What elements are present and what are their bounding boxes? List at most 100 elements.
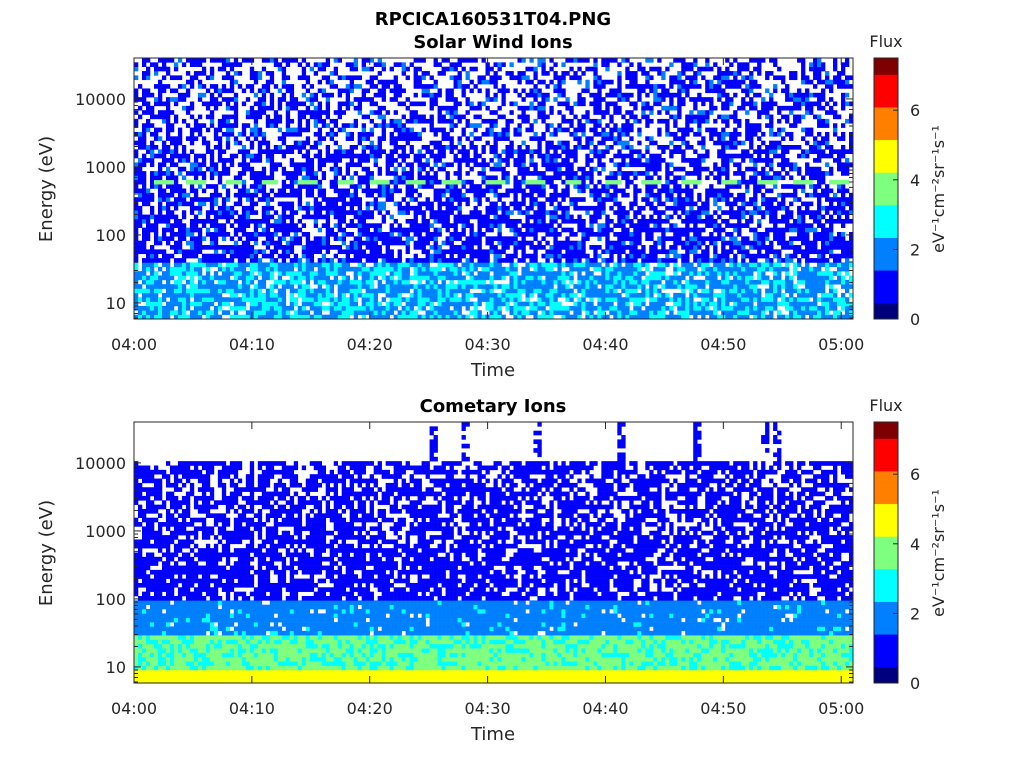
heatmap-cell [537,110,541,115]
heatmap-cell [198,84,202,89]
heatmap-cell [565,293,569,298]
heatmap-cell [394,141,398,146]
heatmap-cell [378,180,382,185]
heatmap-cell [370,175,374,180]
heatmap-cell [462,276,466,281]
heatmap-cell [274,210,278,215]
heatmap-cell [486,132,490,137]
heatmap-cell [601,110,605,115]
heatmap-cell [150,175,154,180]
heatmap-cell [162,197,166,202]
heatmap-cell [446,184,450,189]
heatmap-cell [214,254,218,259]
heatmap-cell [641,293,645,298]
heatmap-cell [202,175,206,180]
heatmap-cell [597,289,601,294]
heatmap-cell [362,210,366,215]
heatmap-cell [545,149,549,154]
heatmap-cell [418,306,422,311]
heatmap-cell [202,162,206,167]
heatmap-cell [398,180,402,185]
heatmap-cell [462,302,466,307]
heatmap-cell [282,215,286,220]
heatmap-cell [613,276,617,281]
heatmap-cell [601,167,605,172]
heatmap-cell [338,189,342,194]
heatmap-cell [142,71,146,76]
heatmap-cell [326,236,330,241]
heatmap-cell [470,271,474,276]
heatmap-cell [246,206,250,211]
heatmap-cell [450,262,454,267]
heatmap-cell [334,254,338,259]
heatmap-cell [501,180,505,185]
heatmap-cell [529,162,533,167]
heatmap-cell [326,93,330,98]
heatmap-cell [633,271,637,276]
heatmap-cell [517,280,521,285]
heatmap-cell [258,88,262,93]
heatmap-cell [605,145,609,150]
heatmap-cell [505,180,509,185]
heatmap-cell [434,289,438,294]
heatmap-cell [314,245,318,250]
heatmap-cell [382,206,386,211]
heatmap-cell [370,189,374,194]
heatmap-cell [234,219,238,224]
heatmap-cell [629,297,633,302]
heatmap-cell [338,115,342,120]
heatmap-cell [398,232,402,237]
heatmap-cell [222,297,226,302]
heatmap-cell [206,128,210,133]
heatmap-cell [438,276,442,281]
heatmap-cell [242,58,246,63]
heatmap-cell [430,284,434,289]
heatmap-cell [378,202,382,207]
heatmap-cell [525,228,529,233]
heatmap-cell [294,175,298,180]
heatmap-cell [366,228,370,233]
heatmap-cell [218,158,222,163]
heatmap-cell [198,241,202,246]
heatmap-cell [589,67,593,72]
heatmap-cell [370,267,374,272]
heatmap-cell [306,254,310,259]
heatmap-cell [290,145,294,150]
heatmap-cell [342,289,346,294]
heatmap-cell [577,215,581,220]
heatmap-cell [402,154,406,159]
heatmap-cell [557,162,561,167]
heatmap-cell [390,154,394,159]
heatmap-cell [194,219,198,224]
heatmap-cell [490,67,494,72]
heatmap-cell [637,149,641,154]
heatmap-cell [553,293,557,298]
heatmap-cell [446,306,450,311]
heatmap-cell [158,249,162,254]
heatmap-cell [138,289,142,294]
heatmap-cell [358,175,362,180]
heatmap-cell [210,67,214,72]
heatmap-cell [418,102,422,107]
heatmap-cell [158,97,162,102]
heatmap-cell [230,75,234,80]
heatmap-cell [394,123,398,128]
heatmap-cell [494,271,498,276]
heatmap-cell [577,267,581,272]
heatmap-cell [190,162,194,167]
heatmap-cell [565,284,569,289]
heatmap-cell [529,80,533,85]
heatmap-cell [482,276,486,281]
heatmap-cell [198,162,202,167]
heatmap-cell [222,254,226,259]
heatmap-cell [470,249,474,254]
heatmap-cell [390,193,394,198]
heatmap-cell [142,75,146,80]
heatmap-cell [434,171,438,176]
heatmap-cell [226,189,230,194]
heatmap-cell [557,289,561,294]
heatmap-cell [629,232,633,237]
heatmap-cell [318,80,322,85]
heatmap-cell [142,141,146,146]
heatmap-cell [166,84,170,89]
